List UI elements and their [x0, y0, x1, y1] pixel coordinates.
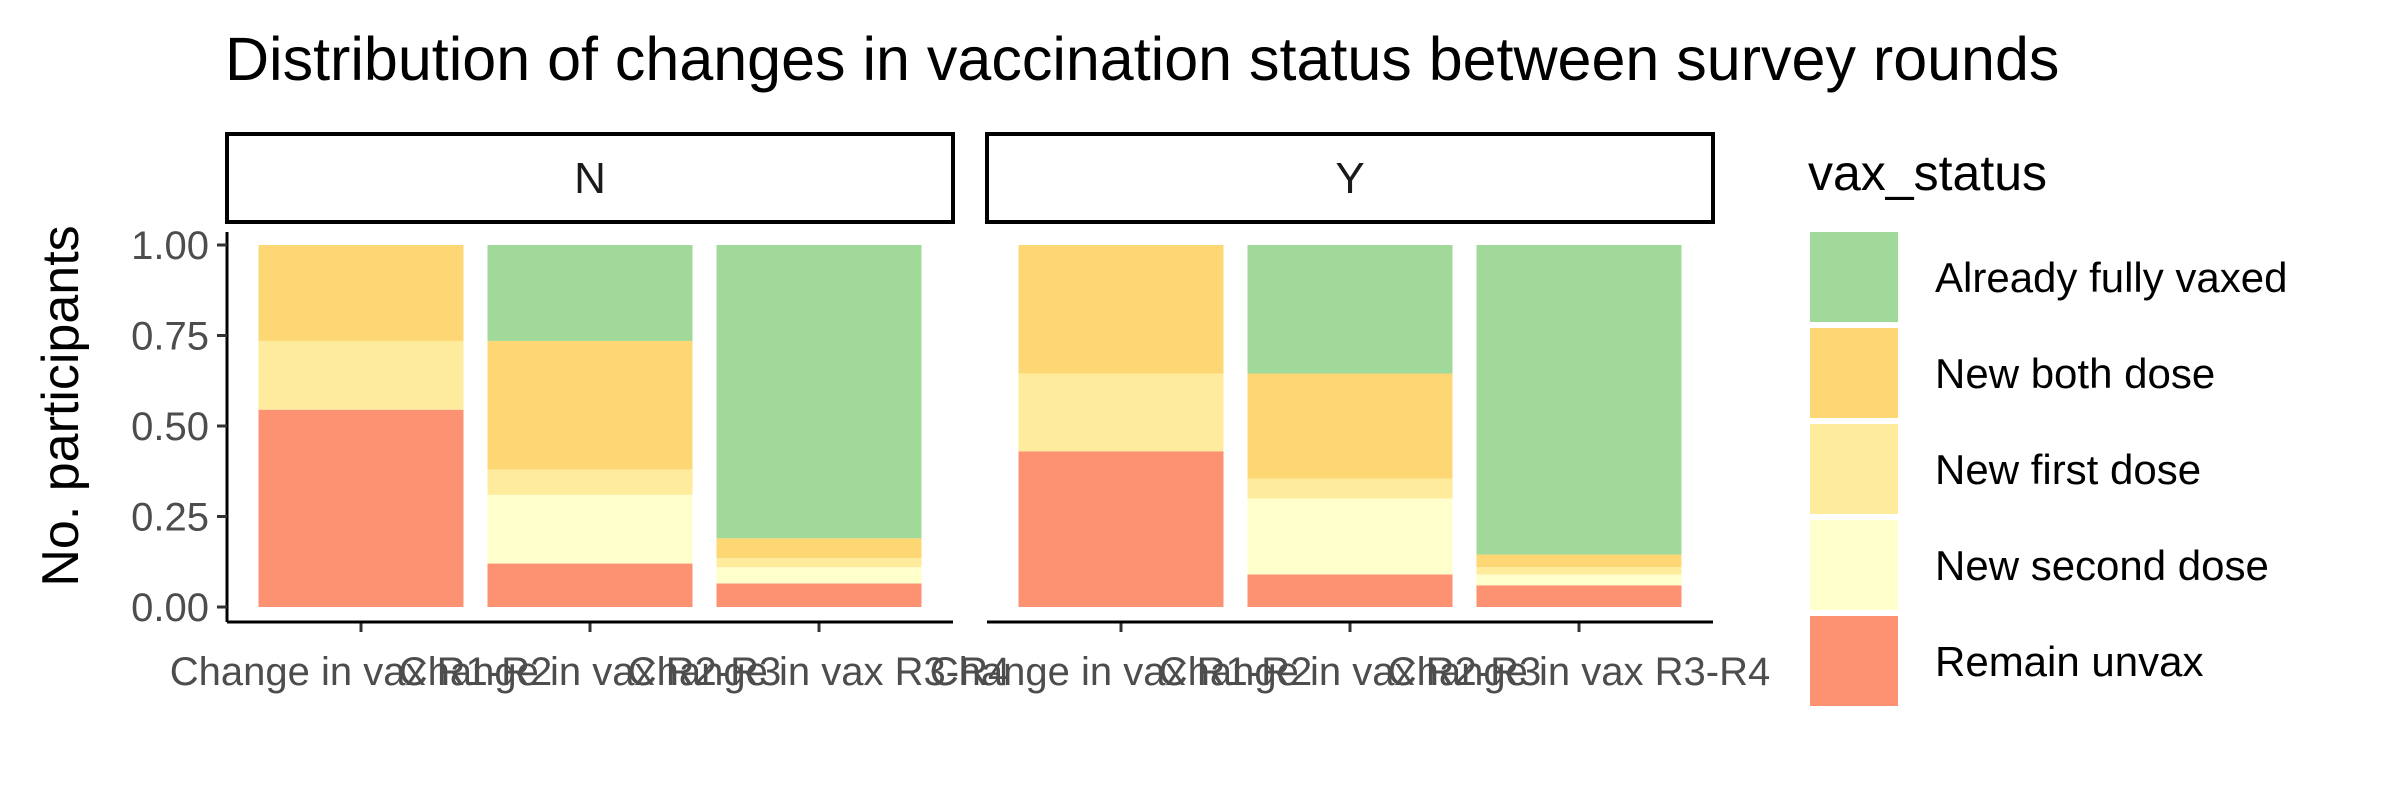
bar-segment [258, 409, 464, 607]
bar-segment [487, 469, 693, 495]
facets-layer: 0.00 0.25 0.50 0.75 1.00 N Change in vax R1-R2… [131, 132, 1770, 694]
legend: Already fully vaxed New both dose New firs… [1810, 232, 2288, 706]
facet-strip [225, 132, 955, 224]
legend-key [1810, 232, 1898, 322]
y-tick-label: 0.75 [131, 315, 209, 359]
y-tick-label: 0.25 [131, 496, 209, 540]
x-tick-label: Change in vax R1-R2 [930, 650, 1312, 694]
legend-entry: New both dose [1810, 328, 2215, 418]
bar-segment [716, 558, 922, 568]
bar-segment [1247, 478, 1453, 499]
y-axis-label: No. participants [32, 225, 90, 586]
bar-segment [1247, 373, 1453, 479]
bar-segment [716, 583, 922, 607]
legend-key [1810, 616, 1898, 706]
bar-segment [487, 563, 693, 607]
x-tick-label: Change in vax R3-R4 [1388, 650, 1770, 694]
legend-entry: Remain unvax [1810, 616, 2203, 706]
x-tick-label: Change in vax R2-R3 [399, 650, 781, 694]
legend-label: New both dose [1935, 350, 2215, 397]
bar-segment [1247, 245, 1453, 374]
legend-title: vax_status [1808, 145, 2047, 201]
legend-label: Remain unvax [1935, 638, 2203, 685]
bar-segment [1476, 554, 1682, 568]
facet-strip [985, 132, 1715, 224]
legend-key [1810, 520, 1898, 610]
x-tick-label: Change in vax R1-R2 [170, 650, 552, 694]
y-tick-label: 1.00 [131, 224, 209, 268]
legend-entry: Already fully vaxed [1810, 232, 2288, 322]
bar-segment [1476, 245, 1682, 555]
legend-key [1810, 328, 1898, 418]
bar-segment [258, 340, 464, 410]
bar-segment [487, 245, 693, 341]
bar-segment [716, 538, 922, 559]
bar-segment [1247, 498, 1453, 575]
bar-segment [1476, 585, 1682, 607]
bar-segment [716, 567, 922, 584]
legend-label: New second dose [1935, 542, 2269, 589]
bar-segment [1018, 245, 1224, 374]
legend-label: Already fully vaxed [1935, 254, 2288, 301]
chart-title: Distribution of changes in vaccination s… [225, 25, 2059, 93]
bar-segment [1247, 574, 1453, 607]
y-tick-label: 0.50 [131, 405, 209, 449]
bar-segment [258, 245, 464, 341]
bar-segment [1018, 451, 1224, 607]
legend-entry: New second dose [1810, 520, 2269, 610]
bar-segment [1476, 574, 1682, 586]
facet-strip-label: Y [1335, 154, 1364, 203]
x-tick-label: Change in vax R3-R4 [628, 650, 1010, 694]
bar-segment [487, 494, 693, 564]
bar-segment [1476, 567, 1682, 575]
bar-segment [1018, 373, 1224, 452]
y-tick-label: 0.00 [131, 586, 209, 630]
bar-segment [716, 245, 922, 539]
x-tick-label: Change in vax R2-R3 [1159, 650, 1541, 694]
legend-key [1810, 424, 1898, 514]
legend-entry: New first dose [1810, 424, 2201, 514]
legend-label: New first dose [1935, 446, 2201, 493]
facet-strip-label: N [574, 154, 606, 203]
bar-segment [487, 340, 693, 470]
